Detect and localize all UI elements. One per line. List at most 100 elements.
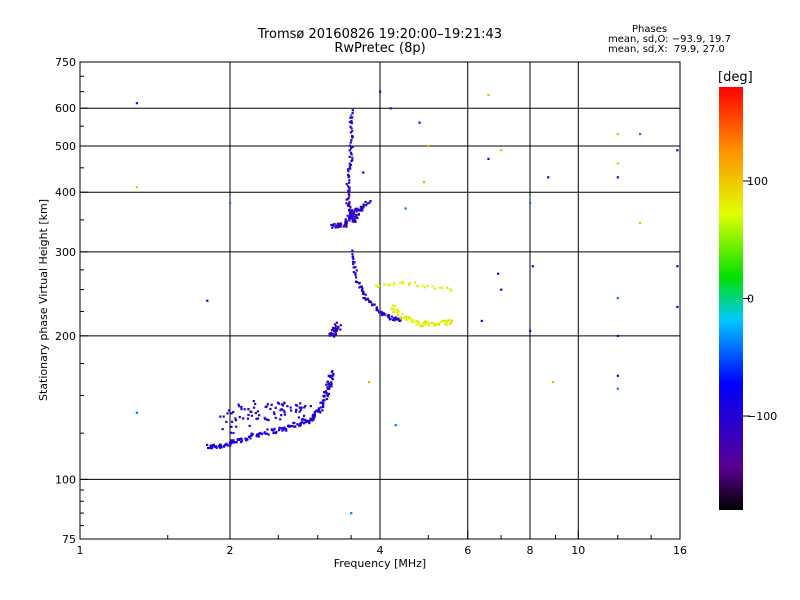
- data-point: [349, 211, 352, 214]
- data-point: [228, 441, 232, 444]
- data-point: [212, 443, 215, 446]
- data-point: [352, 219, 355, 222]
- data-point: [447, 319, 450, 322]
- data-point: [351, 156, 354, 159]
- data-point: [422, 323, 426, 326]
- data-point: [410, 318, 413, 321]
- data-point: [225, 420, 228, 423]
- data-point: [339, 225, 342, 228]
- data-point: [348, 189, 351, 192]
- data-point: [347, 196, 350, 200]
- data-point: [378, 311, 381, 314]
- x-tick-label: 2: [227, 544, 234, 557]
- data-point: [330, 381, 333, 384]
- data-point: [309, 417, 312, 420]
- data-point: [239, 440, 243, 444]
- data-point: [299, 408, 302, 412]
- data-point: [219, 415, 222, 418]
- data-point: [311, 419, 314, 422]
- stats-x-mode: mean, sd,X: 79.9, 27.0: [608, 44, 725, 55]
- data-point: [238, 405, 241, 408]
- data-point: [332, 223, 335, 226]
- data-point: [350, 114, 353, 117]
- data-point: [348, 210, 352, 213]
- data-point: [332, 374, 335, 377]
- data-point: [354, 266, 357, 269]
- data-point: [329, 383, 332, 387]
- data-point: [395, 318, 399, 321]
- data-point: [232, 439, 235, 442]
- data-point: [366, 297, 369, 300]
- data-point: [351, 109, 354, 112]
- data-point: [285, 429, 288, 432]
- data-point: [616, 387, 619, 390]
- data-point: [274, 406, 277, 409]
- data-point: [437, 322, 440, 325]
- data-point: [401, 313, 404, 316]
- data-point: [345, 202, 348, 205]
- data-point: [322, 402, 325, 405]
- y-tick-label: 400: [55, 186, 76, 199]
- data-point: [278, 426, 281, 429]
- data-point: [351, 220, 354, 223]
- data-point: [500, 149, 503, 152]
- data-point: [297, 416, 300, 419]
- data-point: [331, 334, 334, 337]
- data-point: [375, 306, 378, 309]
- data-point: [333, 329, 336, 332]
- data-point: [439, 320, 442, 324]
- data-point: [500, 288, 503, 291]
- data-point: [380, 312, 384, 315]
- data-point: [362, 203, 365, 206]
- data-point: [356, 280, 359, 284]
- data-point: [361, 206, 364, 209]
- data-point: [355, 276, 358, 279]
- data-point: [226, 444, 230, 447]
- data-point: [450, 289, 453, 292]
- data-point: [240, 437, 243, 440]
- data-point: [331, 226, 334, 229]
- data-point: [616, 334, 619, 338]
- data-point: [250, 432, 253, 435]
- data-point: [393, 282, 396, 285]
- data-point: [351, 130, 354, 133]
- data-point: [215, 446, 218, 449]
- data-point: [294, 410, 298, 413]
- data-point: [363, 297, 367, 300]
- data-point: [247, 435, 251, 438]
- data-point: [312, 418, 315, 421]
- data-point: [235, 441, 238, 444]
- data-point: [280, 408, 283, 411]
- data-point: [345, 223, 348, 227]
- data-point: [351, 116, 354, 119]
- data-point: [401, 282, 404, 285]
- data-point: [327, 382, 330, 385]
- data-point: [328, 385, 331, 389]
- colorbar-tick-label: 0: [747, 293, 754, 306]
- y-axis-label: Stationary phase Virtual Height [km]: [37, 199, 50, 401]
- data-point: [616, 132, 619, 136]
- data-point: [425, 320, 428, 324]
- data-point: [292, 422, 295, 425]
- data-point: [283, 402, 286, 405]
- y-tick-label: 75: [62, 533, 76, 546]
- data-point: [250, 410, 253, 414]
- data-point: [389, 107, 392, 110]
- data-point: [234, 417, 237, 420]
- data-point: [379, 310, 382, 313]
- data-point: [347, 176, 350, 179]
- data-point: [251, 433, 254, 436]
- data-point: [289, 406, 292, 409]
- data-point: [406, 319, 409, 322]
- data-point: [440, 286, 443, 290]
- data-point: [368, 300, 371, 303]
- data-point: [350, 209, 354, 212]
- y-tick-label: 500: [55, 140, 76, 153]
- data-point: [355, 216, 358, 219]
- data-point: [265, 432, 268, 435]
- data-point: [399, 319, 402, 322]
- data-point: [265, 418, 269, 421]
- data-point: [392, 310, 395, 314]
- data-point: [347, 209, 351, 212]
- data-point: [375, 307, 378, 310]
